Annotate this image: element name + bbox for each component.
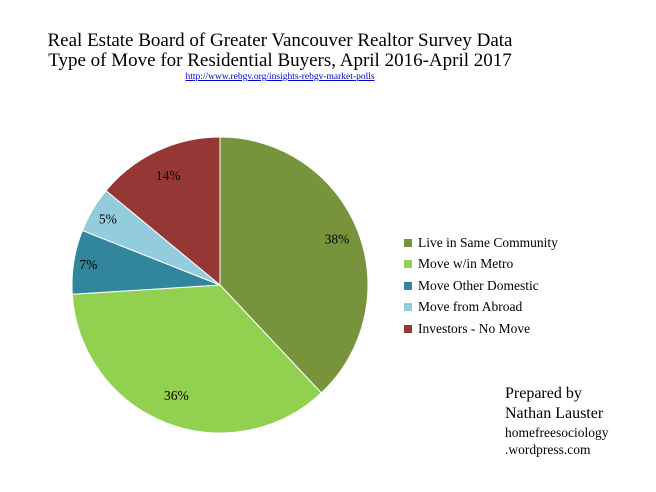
legend-swatch xyxy=(404,324,412,333)
legend-swatch xyxy=(404,260,412,269)
legend-item-1: Live in Same Community xyxy=(404,232,558,254)
source-link[interactable]: http://www.rebgv.org/insights-rebgv-mark… xyxy=(185,72,375,82)
legend-item-2: Move w/in Metro xyxy=(404,254,558,276)
legend-item-3: Move Other Domestic xyxy=(404,275,558,297)
credit-domain: .wordpress.com xyxy=(505,442,591,457)
legend-item-4: Move from Abroad xyxy=(404,297,558,319)
pie-slice-1 xyxy=(219,136,369,394)
pie-slices xyxy=(71,136,369,434)
credit-author: Nathan Lauster xyxy=(505,405,604,422)
credit-block: Prepared by Nathan Lauster homefreesocio… xyxy=(505,384,608,458)
chart-legend: Live in Same Community Move w/in Metro Mov… xyxy=(404,232,558,340)
pie-slice-5 xyxy=(105,136,221,287)
data-label-4: 5% xyxy=(99,212,117,227)
pie-data-labels: 38% 36% 7% 5% 14% xyxy=(79,168,349,403)
data-label-5: 14% xyxy=(156,168,181,183)
legend-label: Move Other Domestic xyxy=(418,277,539,293)
data-label-3: 7% xyxy=(79,257,97,272)
legend-label: Move from Abroad xyxy=(418,299,523,315)
chart-subtitle: Type of Move for Residential Buyers, Apr… xyxy=(48,50,512,71)
credit-prepared-by: Prepared by xyxy=(505,385,582,402)
legend-label: Investors - No Move xyxy=(418,320,531,336)
legend-label: Live in Same Community xyxy=(418,234,558,250)
data-label-2: 36% xyxy=(164,388,189,403)
credit-site: homefreesociology xyxy=(505,425,609,440)
legend-label: Move w/in Metro xyxy=(418,256,514,272)
legend-swatch xyxy=(404,303,412,312)
legend-swatch xyxy=(404,238,412,247)
legend-item-5: Investors - No Move xyxy=(404,318,558,340)
pie-slice-2 xyxy=(71,284,323,434)
legend-swatch xyxy=(404,281,412,290)
chart-title: Real Estate Board of Greater Vancouver R… xyxy=(47,30,513,51)
data-label-1: 38% xyxy=(325,232,350,247)
